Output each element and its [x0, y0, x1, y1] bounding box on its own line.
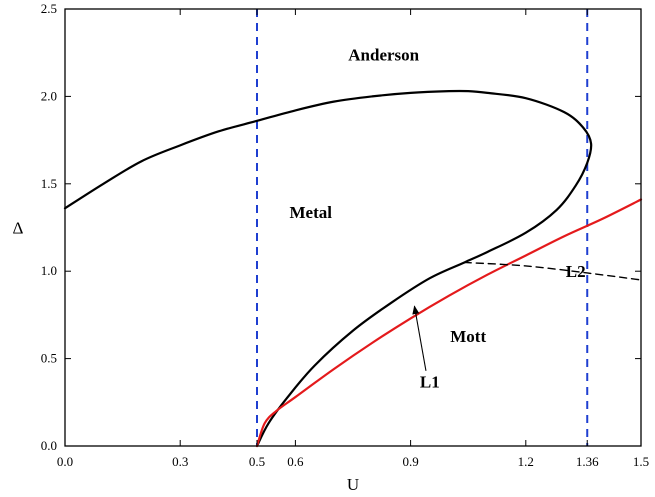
region-label-anderson: Anderson: [348, 45, 419, 64]
plot-area: [63, 9, 643, 448]
y-tick-label: 1.0: [41, 263, 57, 278]
region-label-l1: L1: [420, 372, 440, 391]
region-label-mott: Mott: [450, 327, 486, 346]
y-tick-label: 0.5: [41, 351, 57, 366]
x-tick-label: 0.5: [249, 454, 265, 469]
region-label-l2: L2: [566, 262, 586, 281]
x-tick-label: 0.6: [287, 454, 304, 469]
x-tick-label: 1.5: [633, 454, 649, 469]
boundary-curve-black: [63, 89, 593, 448]
y-tick-label: 1.5: [41, 176, 57, 191]
x-axis-label: U: [347, 475, 359, 494]
x-tick-label: 0.0: [57, 454, 73, 469]
region-label-metal: Metal: [290, 203, 333, 222]
boundary-curve-red: [255, 198, 643, 448]
boundary-line-dashed: [463, 261, 642, 281]
plot-frame: [64, 8, 642, 447]
y-axis-label: Δ: [13, 219, 24, 238]
annotation-arrow: [412, 305, 427, 371]
y-tick-label: 2.0: [41, 88, 57, 103]
axis-ticks: 0.0 0.3 0.5 0.6 0.9 1.2 1.36 1.5 0.0 0.5 1.0 1.5 2.0…: [41, 1, 649, 469]
x-tick-label: 1.2: [518, 454, 534, 469]
x-tick-label: 0.3: [172, 454, 188, 469]
y-tick-label: 0.0: [41, 438, 57, 453]
x-tick-label: 0.9: [402, 454, 418, 469]
x-tick-label: 1.36: [576, 454, 599, 469]
annotations: Anderson Metal L2 Mott L1: [290, 45, 586, 391]
y-tick-label: 2.5: [41, 1, 57, 16]
